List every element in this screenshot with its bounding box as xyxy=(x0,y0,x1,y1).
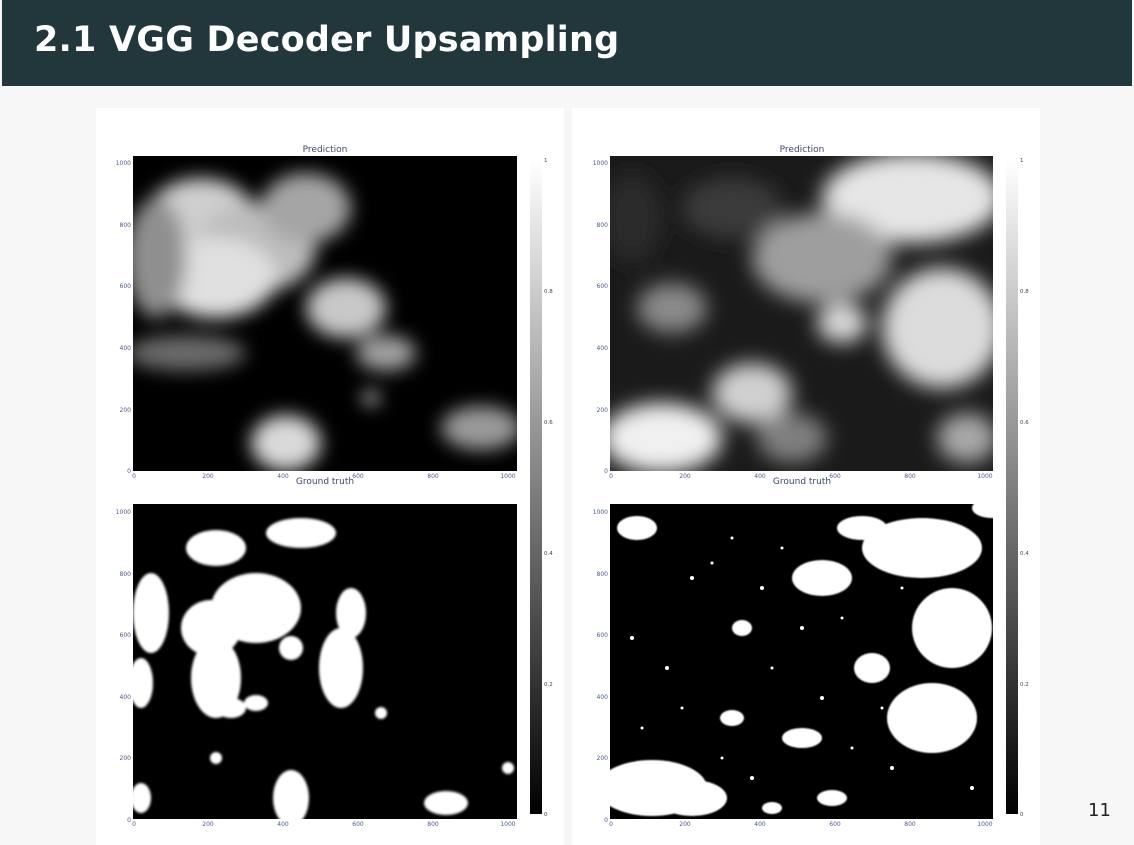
slide-header: 2.1 VGG Decoder Upsampling xyxy=(2,0,1132,86)
svg-text:200: 200 xyxy=(679,821,691,828)
prediction-x-ticks: 0 200 400 600 800 1000 xyxy=(132,473,516,480)
svg-text:400: 400 xyxy=(277,821,289,828)
svg-text:200: 200 xyxy=(597,407,609,414)
colorbar xyxy=(1006,160,1018,814)
svg-text:800: 800 xyxy=(427,821,439,828)
svg-text:0.4: 0.4 xyxy=(1020,551,1029,557)
svg-text:1000: 1000 xyxy=(116,160,131,167)
svg-text:0.6: 0.6 xyxy=(544,420,553,426)
svg-text:0.4: 0.4 xyxy=(544,551,553,557)
colorbar xyxy=(530,160,542,814)
svg-text:0: 0 xyxy=(609,821,613,828)
svg-text:0: 0 xyxy=(604,817,608,824)
svg-text:1000: 1000 xyxy=(977,473,992,480)
svg-text:600: 600 xyxy=(120,632,132,639)
svg-text:400: 400 xyxy=(597,345,609,352)
svg-text:400: 400 xyxy=(754,821,766,828)
svg-text:200: 200 xyxy=(120,407,132,414)
colorbar-ticks: 1 0.8 0.6 0.4 0.2 0 xyxy=(544,158,553,818)
ground-truth-title: Ground truth xyxy=(773,477,831,487)
ground-truth-y-ticks: 1000 800 600 400 200 0 xyxy=(116,509,131,824)
svg-text:0: 0 xyxy=(609,473,613,480)
svg-text:800: 800 xyxy=(904,821,916,828)
prediction-title: Prediction xyxy=(303,145,348,155)
svg-text:800: 800 xyxy=(120,222,132,229)
svg-text:1: 1 xyxy=(544,158,548,164)
svg-text:0: 0 xyxy=(127,817,131,824)
svg-text:200: 200 xyxy=(120,755,132,762)
ground-truth-speckles xyxy=(630,536,974,790)
ground-truth-x-ticks: 0 200 400 600 800 1000 xyxy=(132,821,516,828)
svg-text:200: 200 xyxy=(597,755,609,762)
svg-text:400: 400 xyxy=(120,345,132,352)
svg-text:600: 600 xyxy=(829,473,841,480)
svg-text:400: 400 xyxy=(277,473,289,480)
svg-text:0.6: 0.6 xyxy=(1020,420,1029,426)
prediction-heatmap-blobs xyxy=(133,173,517,471)
svg-text:1000: 1000 xyxy=(593,160,608,167)
svg-text:800: 800 xyxy=(120,571,132,578)
slide-title: 2.1 VGG Decoder Upsampling xyxy=(34,20,620,60)
svg-text:400: 400 xyxy=(597,694,609,701)
svg-text:200: 200 xyxy=(202,821,214,828)
svg-text:0.2: 0.2 xyxy=(544,682,553,688)
ground-truth-mask-blobs xyxy=(133,518,514,819)
ground-truth-title: Ground truth xyxy=(296,477,354,487)
prediction-y-ticks: 1000 800 600 400 200 0 xyxy=(593,160,608,475)
svg-text:1000: 1000 xyxy=(593,509,608,516)
svg-text:0: 0 xyxy=(132,473,136,480)
svg-text:600: 600 xyxy=(352,473,364,480)
svg-text:800: 800 xyxy=(904,473,916,480)
svg-text:800: 800 xyxy=(597,222,609,229)
prediction-heatmap-blobs xyxy=(610,156,993,471)
svg-text:600: 600 xyxy=(597,283,609,290)
svg-text:600: 600 xyxy=(597,632,609,639)
figure-panel-left: Prediction 1000 800 600 400 200 0 0 200 xyxy=(96,108,564,845)
svg-text:0.8: 0.8 xyxy=(544,289,553,295)
ground-truth-x-ticks: 0 200 400 600 800 1000 xyxy=(609,821,993,828)
prediction-x-ticks: 0 200 400 600 800 1000 xyxy=(609,473,993,480)
svg-text:0: 0 xyxy=(1020,812,1024,818)
svg-text:0: 0 xyxy=(544,812,548,818)
svg-text:600: 600 xyxy=(829,821,841,828)
svg-text:1000: 1000 xyxy=(116,509,131,516)
svg-text:800: 800 xyxy=(427,473,439,480)
svg-text:600: 600 xyxy=(120,283,132,290)
svg-text:400: 400 xyxy=(754,473,766,480)
svg-text:1: 1 xyxy=(1020,158,1024,164)
prediction-title: Prediction xyxy=(780,145,825,155)
svg-text:400: 400 xyxy=(120,694,132,701)
svg-text:0.2: 0.2 xyxy=(1020,682,1029,688)
figure-right-svg: Prediction 1000 800 600 400 200 0 0 200 xyxy=(593,145,1030,828)
svg-text:200: 200 xyxy=(202,473,214,480)
svg-text:1000: 1000 xyxy=(977,821,992,828)
ground-truth-mask-blobs xyxy=(610,504,993,816)
svg-text:1000: 1000 xyxy=(500,473,515,480)
ground-truth-y-ticks: 1000 800 600 400 200 0 xyxy=(593,509,608,824)
figure-panel-right: Prediction 1000 800 600 400 200 0 0 200 xyxy=(572,108,1040,845)
svg-text:600: 600 xyxy=(352,821,364,828)
svg-text:200: 200 xyxy=(679,473,691,480)
svg-text:0: 0 xyxy=(127,468,131,475)
svg-text:0.8: 0.8 xyxy=(1020,289,1029,295)
svg-text:0: 0 xyxy=(132,821,136,828)
page-number: 11 xyxy=(1088,800,1111,821)
svg-text:800: 800 xyxy=(597,571,609,578)
prediction-y-ticks: 1000 800 600 400 200 0 xyxy=(116,160,131,475)
svg-text:0: 0 xyxy=(604,468,608,475)
svg-text:1000: 1000 xyxy=(500,821,515,828)
figure-left-svg: Prediction 1000 800 600 400 200 0 0 200 xyxy=(116,145,554,828)
colorbar-ticks: 1 0.8 0.6 0.4 0.2 0 xyxy=(1020,158,1029,818)
